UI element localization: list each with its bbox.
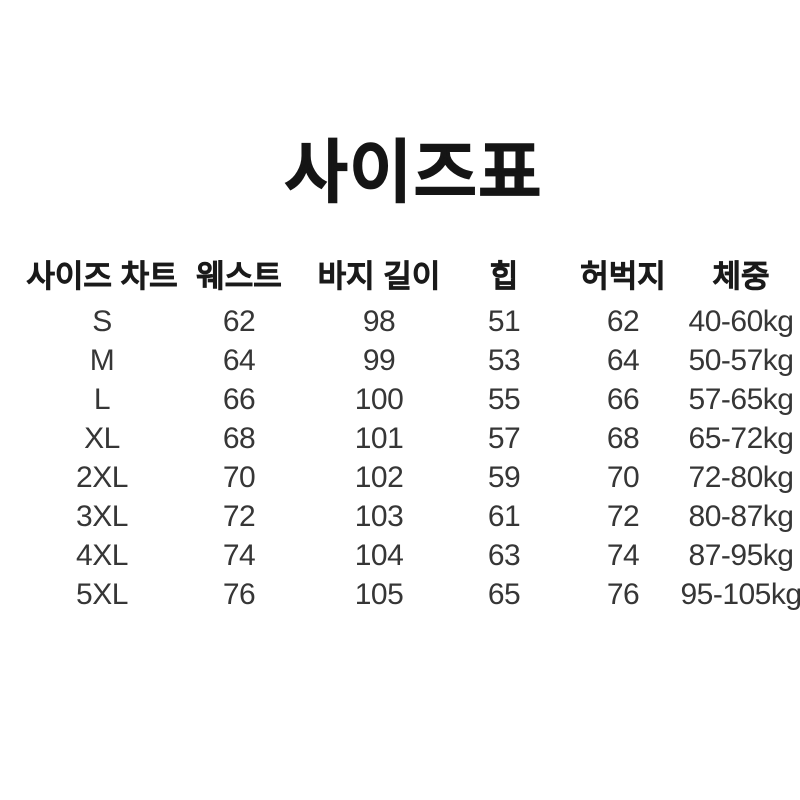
cell-weight: 87-95kg bbox=[688, 538, 794, 572]
cell-thigh: 72 bbox=[606, 499, 640, 533]
cell-hip: 53 bbox=[487, 343, 521, 377]
cell-waist: 62 bbox=[222, 304, 256, 338]
cell-length: 101 bbox=[354, 421, 404, 455]
cell-waist: 68 bbox=[222, 421, 256, 455]
table-row: 5XL 76 105 65 76 95-105kg bbox=[22, 575, 800, 614]
cell-size: M bbox=[89, 343, 115, 377]
page-title: 사이즈표 bbox=[284, 135, 544, 211]
cell-weight: 95-105kg bbox=[680, 577, 800, 611]
table-row: 3XL 72 103 61 72 80-87kg bbox=[22, 497, 794, 536]
col-header-size: 사이즈 차트 bbox=[26, 258, 178, 294]
cell-thigh: 68 bbox=[606, 421, 640, 455]
cell-thigh: 62 bbox=[606, 304, 640, 338]
table-body: S 62 98 51 62 40-60kg M 64 99 53 64 50-5… bbox=[22, 302, 800, 614]
col-header-weight: 체중 bbox=[712, 258, 770, 294]
cell-hip: 55 bbox=[487, 382, 521, 416]
cell-length: 98 bbox=[362, 304, 396, 338]
cell-length: 104 bbox=[354, 538, 404, 572]
cell-waist: 70 bbox=[222, 460, 256, 494]
cell-size: 3XL bbox=[76, 499, 128, 533]
cell-weight: 50-57kg bbox=[688, 343, 794, 377]
cell-thigh: 70 bbox=[606, 460, 640, 494]
cell-weight: 72-80kg bbox=[688, 460, 794, 494]
table-row: XL 68 101 57 68 65-72kg bbox=[22, 419, 794, 458]
col-header-waist: 웨스트 bbox=[196, 258, 282, 294]
cell-hip: 65 bbox=[487, 577, 521, 611]
cell-length: 102 bbox=[354, 460, 404, 494]
cell-hip: 51 bbox=[487, 304, 521, 338]
cell-hip: 61 bbox=[487, 499, 521, 533]
table-row: 2XL 70 102 59 70 72-80kg bbox=[22, 458, 794, 497]
cell-size: L bbox=[93, 382, 111, 416]
table-row: M 64 99 53 64 50-57kg bbox=[22, 341, 794, 380]
cell-thigh: 74 bbox=[606, 538, 640, 572]
cell-size: S bbox=[92, 304, 112, 338]
cell-size: 2XL bbox=[76, 460, 128, 494]
cell-thigh: 64 bbox=[606, 343, 640, 377]
table-row: 4XL 74 104 63 74 87-95kg bbox=[22, 536, 794, 575]
cell-hip: 59 bbox=[487, 460, 521, 494]
cell-thigh: 76 bbox=[606, 577, 640, 611]
cell-weight: 57-65kg bbox=[688, 382, 794, 416]
cell-waist: 72 bbox=[222, 499, 256, 533]
table-header-row: 사이즈 차트 웨스트 바지 길이 힙 허벅지 체중 bbox=[22, 246, 782, 300]
cell-size: 4XL bbox=[76, 538, 128, 572]
cell-waist: 74 bbox=[222, 538, 256, 572]
table-row: S 62 98 51 62 40-60kg bbox=[22, 302, 794, 341]
cell-waist: 64 bbox=[222, 343, 256, 377]
table-row: L 66 100 55 66 57-65kg bbox=[22, 380, 794, 419]
cell-length: 103 bbox=[354, 499, 404, 533]
cell-weight: 80-87kg bbox=[688, 499, 794, 533]
size-table: 사이즈 차트 웨스트 바지 길이 힙 허벅지 체중 S 62 98 51 62 … bbox=[22, 246, 800, 614]
cell-length: 105 bbox=[354, 577, 404, 611]
cell-weight: 40-60kg bbox=[688, 304, 794, 338]
col-header-thigh: 허벅지 bbox=[580, 258, 666, 294]
cell-hip: 57 bbox=[487, 421, 521, 455]
cell-waist: 76 bbox=[222, 577, 256, 611]
cell-length: 99 bbox=[362, 343, 396, 377]
cell-size: XL bbox=[84, 421, 120, 455]
cell-weight: 65-72kg bbox=[688, 421, 794, 455]
cell-waist: 66 bbox=[222, 382, 256, 416]
col-header-length: 바지 길이 bbox=[317, 258, 441, 294]
cell-size: 5XL bbox=[76, 577, 128, 611]
col-header-hip: 힙 bbox=[489, 258, 519, 294]
cell-hip: 63 bbox=[487, 538, 521, 572]
cell-length: 100 bbox=[354, 382, 404, 416]
cell-thigh: 66 bbox=[606, 382, 640, 416]
